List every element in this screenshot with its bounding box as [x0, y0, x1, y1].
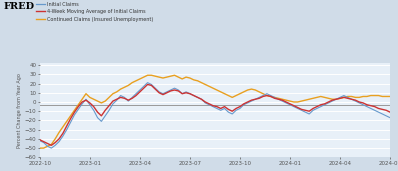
Text: ~: ~ — [26, 2, 32, 8]
Text: FRED: FRED — [4, 2, 35, 11]
Legend: Initial Claims, 4-Week Moving Average of Initial Claims, Continued Claims (Insur: Initial Claims, 4-Week Moving Average of… — [36, 2, 153, 22]
Y-axis label: Percent Change from Year Ago: Percent Change from Year Ago — [17, 73, 22, 148]
